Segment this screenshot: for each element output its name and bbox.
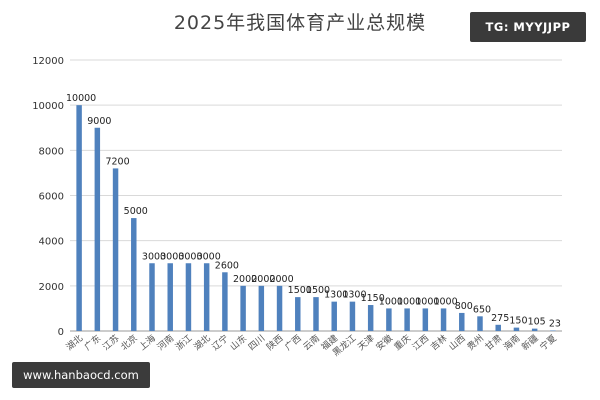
- y-tick-label: 0: [58, 327, 64, 338]
- bar-value-label: 2000: [251, 274, 275, 285]
- x-category-label: 广西: [282, 332, 304, 353]
- x-category-label: 山西: [447, 333, 468, 353]
- bar-value-label: 2000: [269, 274, 293, 285]
- bar: [513, 327, 520, 331]
- bar: [331, 301, 337, 331]
- x-category-label: 重庆: [392, 332, 414, 353]
- bar-value-label: 150: [509, 316, 527, 327]
- bar-value-label: 1500: [306, 285, 330, 296]
- bar-value-label: 275: [491, 313, 509, 324]
- url-watermark-badge: www.hanbaocd.com: [12, 362, 150, 388]
- bar-value-label: 5000: [124, 206, 148, 217]
- bar: [240, 285, 246, 331]
- bar: [313, 297, 319, 331]
- bar-value-label: 10000: [66, 93, 96, 104]
- bar-value-label: 3000: [142, 251, 166, 262]
- bar-value-label: 1000: [397, 296, 421, 307]
- bar-value-label: 800: [455, 301, 473, 312]
- x-category-label: 海南: [501, 332, 523, 353]
- x-category-label: 宁夏: [537, 332, 559, 353]
- x-category-label: 湖北: [192, 333, 213, 353]
- bar: [440, 308, 447, 331]
- y-tick-label: 4000: [39, 237, 64, 248]
- bar: [422, 308, 429, 331]
- bar: [167, 263, 173, 331]
- bar-value-label: 3000: [178, 251, 202, 262]
- bar: [495, 324, 501, 331]
- bar-value-label: 3000: [160, 251, 184, 262]
- bar-value-label: 650: [473, 304, 491, 315]
- x-category-label: 吉林: [428, 332, 450, 353]
- x-category-label: 江苏: [100, 332, 122, 353]
- bar: [94, 127, 101, 331]
- bar-value-label: 1000: [433, 296, 457, 307]
- y-tick-label: 2000: [39, 282, 64, 293]
- x-category-label: 辽宁: [209, 332, 231, 353]
- x-category-label: 河南: [155, 332, 177, 353]
- bar: [295, 297, 301, 331]
- bar-value-label: 1500: [288, 285, 312, 296]
- bar-value-label: 1000: [415, 296, 439, 307]
- bar: [76, 105, 82, 332]
- bar: [203, 263, 210, 331]
- x-category-label: 浙江: [173, 332, 195, 353]
- bar: [367, 305, 374, 331]
- x-category-label: 甘肃: [483, 332, 505, 353]
- bar-value-label: 2000: [233, 274, 257, 285]
- y-tick-label: 10000: [32, 101, 64, 112]
- y-tick-label: 8000: [39, 146, 64, 157]
- x-category-label: 山东: [228, 332, 250, 353]
- x-category-label: 江西: [410, 333, 431, 353]
- x-category-label: 广东: [82, 332, 104, 353]
- bar: [276, 285, 283, 331]
- x-category-label: 陕西: [264, 332, 286, 353]
- bar: [131, 218, 137, 331]
- bar: [185, 263, 192, 331]
- x-category-label: 云南: [300, 332, 322, 353]
- x-category-label: 天津: [356, 333, 377, 353]
- x-category-label: 新疆: [519, 332, 541, 353]
- bar: [404, 308, 410, 331]
- bar-value-label: 1150: [361, 293, 385, 304]
- x-category-label: 贵州: [464, 332, 486, 353]
- bar: [149, 263, 155, 331]
- bar: [477, 316, 483, 331]
- bar-value-label: 7200: [105, 156, 129, 167]
- bar: [531, 328, 538, 331]
- x-category-label: 上海: [136, 332, 158, 353]
- bar-value-label: 2600: [215, 260, 239, 271]
- bar: [258, 285, 265, 331]
- x-category-label: 湖北: [64, 333, 85, 353]
- x-category-label: 四川: [247, 334, 267, 353]
- chart-title: 2025年我国体育产业总规模: [173, 12, 427, 34]
- bar: [386, 308, 392, 331]
- bar-value-label: 1000: [379, 296, 403, 307]
- bar-value-label: 3000: [197, 251, 221, 262]
- bar-value-label: 1300: [324, 290, 348, 301]
- tg-watermark-badge: TG: MYYJJPP: [470, 12, 586, 42]
- y-tick-label: 12000: [32, 56, 64, 67]
- bar: [349, 301, 356, 331]
- bar-value-label: 9000: [87, 116, 111, 127]
- bar: [550, 330, 556, 331]
- bar-value-label: 1300: [342, 290, 366, 301]
- bar-value-label: 23: [549, 318, 561, 329]
- bar: [459, 312, 465, 331]
- bar-value-label: 105: [528, 317, 546, 328]
- bar: [112, 168, 119, 331]
- x-category-label: 安徽: [373, 332, 395, 353]
- y-tick-label: 6000: [39, 192, 64, 203]
- bar: [222, 272, 228, 331]
- x-category-label: 北京: [118, 332, 140, 353]
